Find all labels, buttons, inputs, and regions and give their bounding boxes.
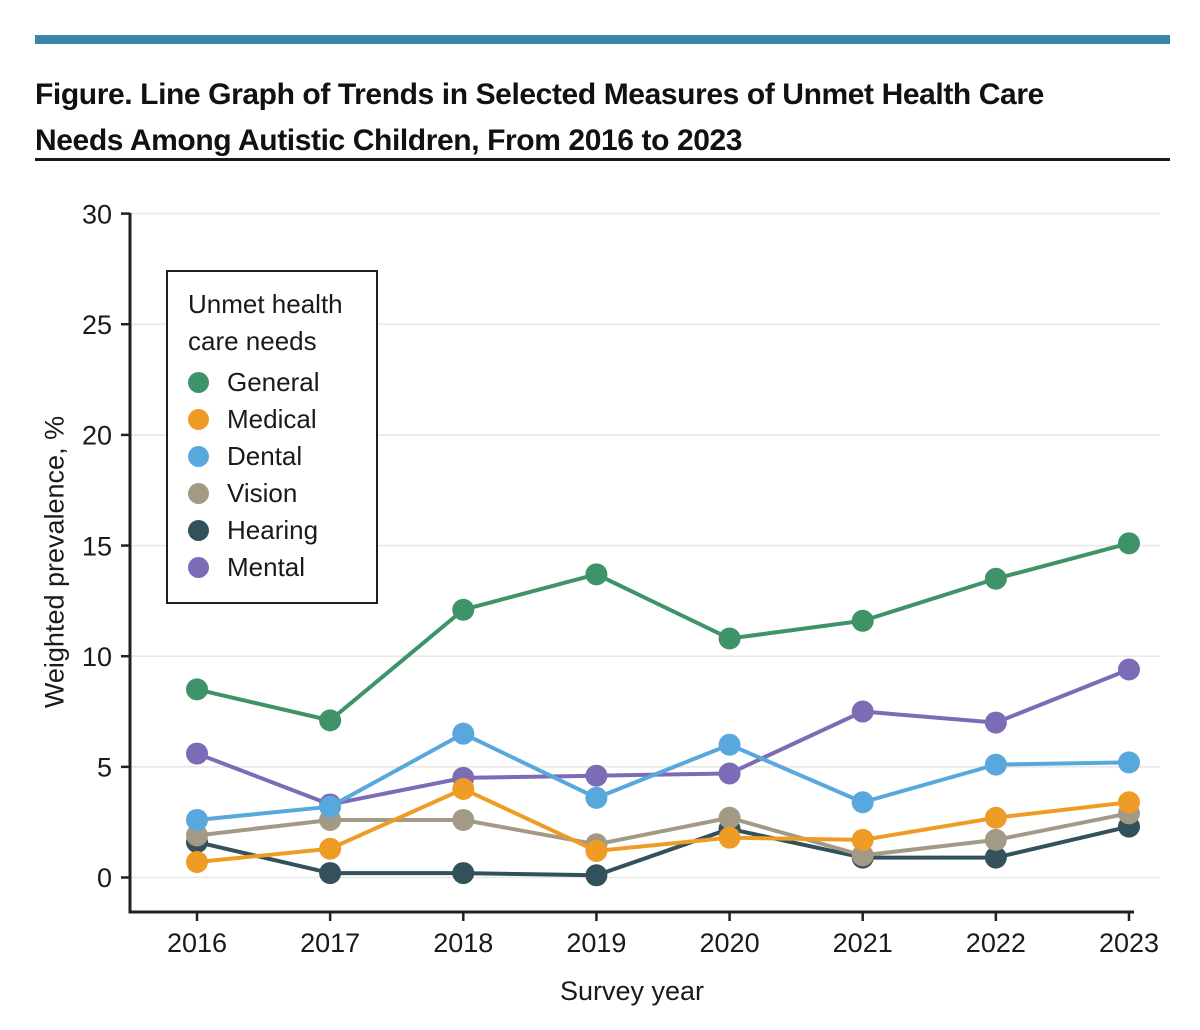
legend-label-vision: Vision bbox=[227, 478, 298, 508]
accent-bar bbox=[35, 35, 1170, 44]
legend-marker-hearing-icon bbox=[188, 520, 209, 541]
legend-marker-mental-icon bbox=[188, 557, 209, 578]
legend-item-medical: Medical bbox=[188, 401, 358, 438]
legend-label-medical: Medical bbox=[227, 404, 317, 434]
legend-item-mental: Mental bbox=[188, 549, 358, 586]
x-axis-label: Survey year bbox=[559, 976, 705, 1006]
svg-text:2021: 2021 bbox=[833, 928, 893, 958]
legend-label-hearing: Hearing bbox=[227, 515, 319, 545]
svg-text:2019: 2019 bbox=[566, 928, 626, 958]
legend-label-mental: Mental bbox=[227, 552, 306, 582]
legend-label-dental: Dental bbox=[227, 441, 303, 471]
svg-text:2020: 2020 bbox=[700, 928, 760, 958]
y-axis-label: Weighted prevalence, % bbox=[39, 415, 70, 709]
svg-text:5: 5 bbox=[97, 753, 112, 783]
legend-item-dental: Dental bbox=[188, 438, 358, 475]
figure-title: Figure. Line Graph of Trends in Selected… bbox=[35, 72, 1175, 164]
svg-text:2018: 2018 bbox=[433, 928, 493, 958]
legend: Unmet health care needs General Medical … bbox=[166, 270, 378, 604]
legend-title-line1: Unmet health bbox=[188, 289, 343, 319]
svg-text:2016: 2016 bbox=[167, 928, 227, 958]
legend-marker-general-icon bbox=[188, 372, 209, 393]
legend-marker-medical-icon bbox=[188, 409, 209, 430]
legend-label-general: General bbox=[227, 367, 320, 397]
figure-title-line2: Needs Among Autistic Children, From 2016… bbox=[35, 124, 743, 157]
legend-marker-dental-icon bbox=[188, 446, 209, 467]
legend-marker-vision-icon bbox=[188, 483, 209, 504]
title-divider bbox=[35, 158, 1170, 161]
svg-text:2023: 2023 bbox=[1099, 928, 1159, 958]
svg-text:25: 25 bbox=[82, 310, 112, 340]
legend-title: Unmet health care needs bbox=[188, 286, 358, 360]
svg-text:15: 15 bbox=[82, 531, 112, 561]
svg-text:2022: 2022 bbox=[966, 928, 1026, 958]
legend-item-vision: Vision bbox=[188, 475, 358, 512]
figure-title-line1: Figure. Line Graph of Trends in Selected… bbox=[35, 78, 1044, 111]
svg-text:30: 30 bbox=[82, 199, 112, 229]
svg-text:20: 20 bbox=[82, 421, 112, 451]
legend-item-hearing: Hearing bbox=[188, 512, 358, 549]
svg-text:10: 10 bbox=[82, 642, 112, 672]
svg-text:0: 0 bbox=[97, 863, 112, 893]
svg-text:2017: 2017 bbox=[300, 928, 360, 958]
legend-title-line2: care needs bbox=[188, 326, 317, 356]
legend-item-general: General bbox=[188, 364, 358, 401]
